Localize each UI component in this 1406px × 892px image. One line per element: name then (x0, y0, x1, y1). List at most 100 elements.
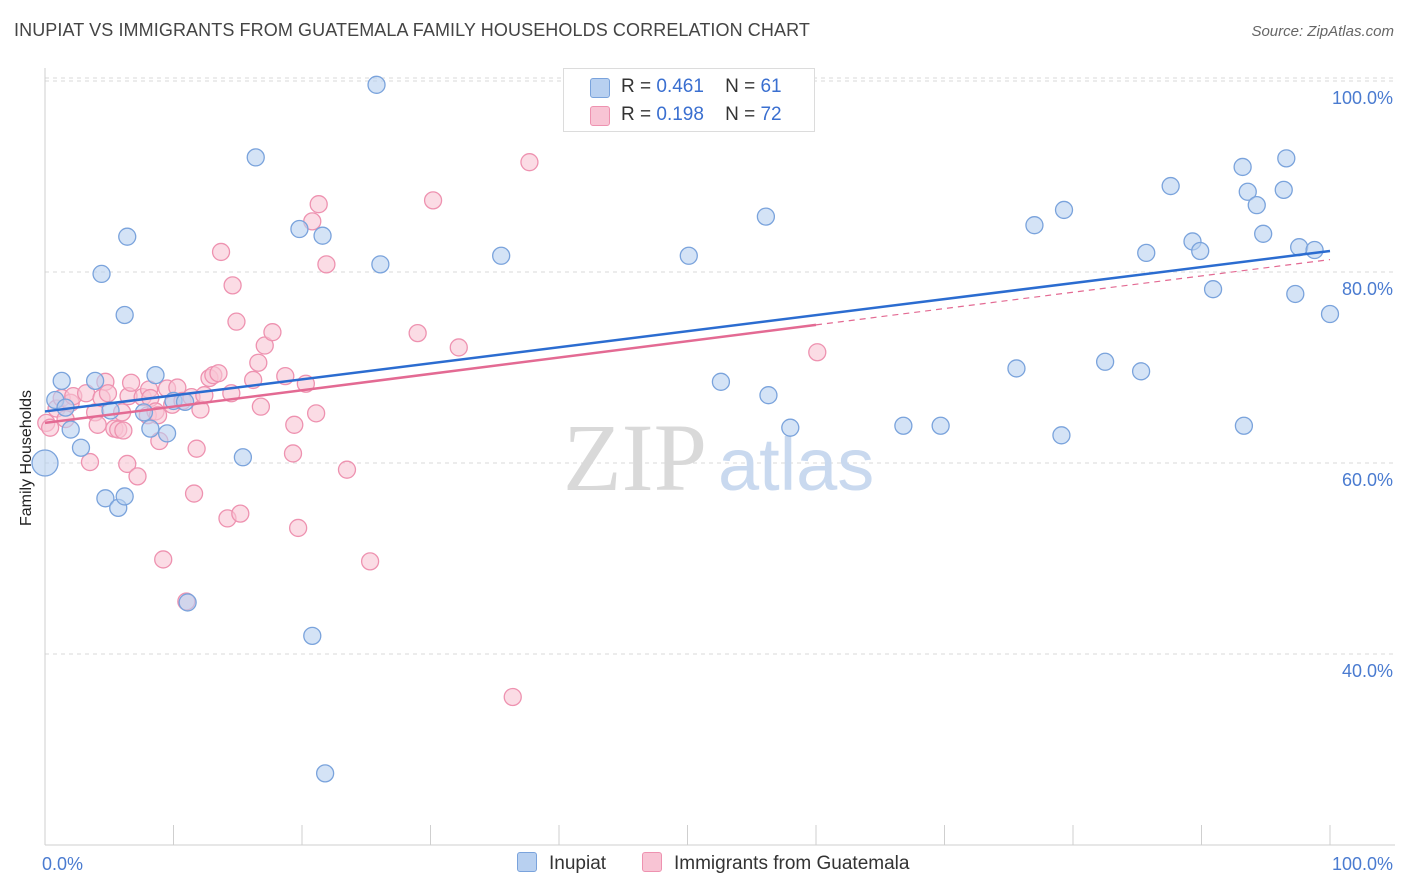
data-point (1233, 157, 1252, 177)
data-point (141, 419, 160, 438)
trend-line-guatemala-extension (815, 258, 1331, 326)
data-point (1131, 362, 1151, 381)
data-point (1025, 216, 1044, 235)
axes (44, 68, 1395, 846)
data-point (1274, 180, 1293, 200)
bottom-legend-label-guatemala: Immigrants from Guatemala (674, 853, 910, 874)
data-point (1254, 224, 1273, 243)
legend-n-value-guatemala: 72 (760, 104, 782, 125)
data-point (178, 593, 197, 612)
data-point (88, 415, 107, 434)
bottom-legend-guatemala: Immigrants from Guatemala (642, 852, 909, 875)
data-point (679, 246, 698, 265)
data-point (408, 323, 427, 343)
data-point (118, 227, 137, 246)
data-point (781, 418, 800, 437)
data-point (115, 305, 134, 325)
data-point (759, 386, 778, 405)
legend-r-value-guatemala: 0.198 (656, 104, 704, 125)
data-point (1305, 240, 1324, 260)
grid-lines (45, 77, 1395, 655)
data-point (249, 353, 268, 372)
series-inupiat-points (31, 75, 1340, 783)
data-point (96, 489, 115, 508)
bottom-legend-inupiat: Inupiat (517, 852, 606, 875)
data-point (31, 449, 59, 477)
data-point (756, 207, 776, 226)
data-point (1161, 176, 1180, 196)
data-point (114, 421, 133, 440)
watermark-atlas: atlas (718, 423, 874, 506)
data-point (211, 242, 231, 262)
data-point (808, 343, 827, 362)
data-point (283, 444, 303, 463)
correlation-legend: R = 0.461 N = 61 R = 0.198 N = 72 (563, 68, 815, 132)
data-point (71, 438, 91, 457)
data-point (223, 276, 242, 295)
data-point (146, 365, 165, 385)
data-point (371, 255, 390, 274)
data-point (1137, 243, 1156, 263)
source-credit: Source: ZipAtlas.com (1251, 23, 1394, 40)
legend-r-value-inupiat: 0.461 (656, 76, 704, 97)
data-point (449, 338, 468, 357)
data-point (1054, 200, 1074, 220)
data-point (92, 264, 111, 284)
data-point (931, 416, 950, 435)
bottom-legend-swatch-inupiat (517, 852, 537, 872)
data-point (309, 195, 328, 214)
legend-swatch-guatemala (590, 106, 610, 126)
data-point (154, 550, 173, 569)
data-point (128, 467, 147, 486)
data-point (61, 420, 80, 439)
data-point (1007, 359, 1026, 378)
data-point (360, 552, 380, 571)
trend-lines (44, 249, 1331, 425)
data-point (1191, 241, 1210, 261)
data-point (306, 404, 326, 423)
legend-r-label: R = (621, 104, 652, 125)
data-point (246, 148, 265, 167)
data-point (1052, 426, 1071, 445)
data-point (1234, 416, 1254, 435)
trend-line-inupiat (44, 249, 1331, 413)
y-tick-label: 40.0% (1342, 661, 1393, 681)
data-point (134, 403, 154, 422)
chart-title: INUPIAT VS IMMIGRANTS FROM GUATEMALA FAM… (14, 20, 810, 40)
data-point (118, 454, 137, 474)
y-tick-label: 100.0% (1332, 88, 1393, 108)
data-point (711, 372, 731, 391)
data-point (423, 191, 443, 210)
data-point (52, 371, 71, 391)
data-point (894, 416, 913, 435)
watermark: ZIP atlas (563, 404, 874, 511)
watermark-zip: ZIP (563, 404, 707, 511)
data-point (1095, 352, 1115, 371)
data-point (1238, 182, 1257, 201)
bottom-legend-label-inupiat: Inupiat (549, 853, 607, 874)
trend-line-guatemala (44, 323, 817, 425)
data-point (251, 397, 271, 416)
x-tick-label-max: 100.0% (1332, 854, 1393, 874)
data-point (313, 226, 332, 245)
x-tick-labels: 0.0% 100.0% (42, 854, 1393, 874)
legend-row-inupiat: R = 0.461 N = 61 (564, 74, 814, 102)
legend-stats-inupiat: R = 0.461 N = 61 (621, 76, 782, 98)
data-point (315, 764, 335, 783)
legend-n-label: N = (725, 104, 756, 125)
data-point (303, 626, 322, 646)
data-point (121, 373, 141, 392)
data-point (263, 323, 282, 342)
data-point (233, 448, 253, 467)
legend-stats-guatemala: R = 0.198 N = 72 (621, 104, 782, 126)
data-point (157, 424, 177, 443)
data-point (290, 219, 309, 239)
x-tick-label-min: 0.0% (42, 854, 83, 874)
legend-swatch-inupiat (590, 78, 610, 98)
data-point (227, 312, 246, 331)
data-point (288, 518, 308, 538)
data-point (1203, 280, 1223, 299)
data-point (1247, 195, 1266, 215)
data-point (520, 153, 539, 172)
